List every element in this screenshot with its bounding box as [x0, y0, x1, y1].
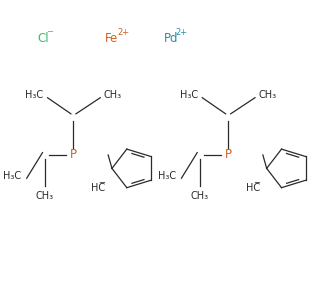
- Text: Fe: Fe: [105, 32, 118, 45]
- Text: HC: HC: [246, 183, 260, 193]
- Text: H₃C: H₃C: [25, 90, 43, 100]
- Text: CH₃: CH₃: [191, 191, 209, 201]
- Text: Cl: Cl: [37, 32, 49, 45]
- Text: CH₃: CH₃: [258, 90, 276, 100]
- Text: CH₃: CH₃: [36, 191, 54, 201]
- Text: H₃C: H₃C: [3, 171, 21, 181]
- Text: HC: HC: [91, 183, 105, 193]
- Text: 2+: 2+: [117, 28, 129, 37]
- Text: P: P: [70, 148, 77, 161]
- Text: −: −: [98, 178, 105, 187]
- Text: 2+: 2+: [175, 28, 188, 37]
- Text: CH₃: CH₃: [103, 90, 121, 100]
- Text: H₃C: H₃C: [158, 171, 176, 181]
- Text: Pd: Pd: [164, 32, 178, 45]
- Text: −: −: [46, 28, 53, 37]
- Text: H₃C: H₃C: [180, 90, 198, 100]
- Text: −: −: [253, 178, 260, 187]
- Text: P: P: [225, 148, 232, 161]
